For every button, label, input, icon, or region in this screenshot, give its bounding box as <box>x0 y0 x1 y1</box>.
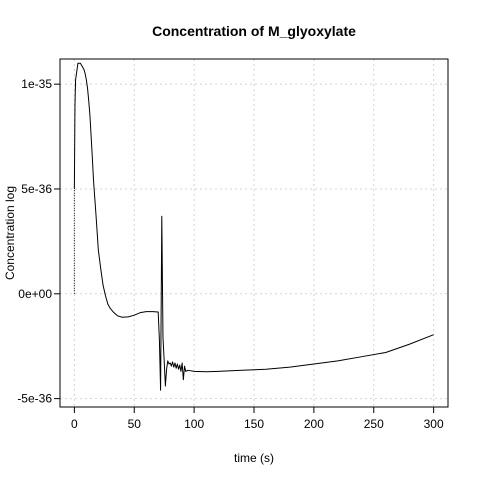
series-layer <box>73 62 434 391</box>
x-tick-label: 150 <box>244 417 264 431</box>
x-axis-label: time (s) <box>234 451 274 465</box>
x-tick-label: 0 <box>71 417 78 431</box>
series-line <box>73 62 434 391</box>
y-axis: -5e-36 0e+00 5e-36 1e-35 <box>17 77 60 406</box>
chart-title: Concentration of M_glyoxylate <box>152 23 356 39</box>
y-tick-label: 5e-36 <box>21 182 52 196</box>
x-tick-label: 200 <box>304 417 324 431</box>
x-tick-label: 250 <box>364 417 384 431</box>
x-axis: 0 50 100 150 200 250 300 <box>71 407 444 431</box>
x-tick-label: 100 <box>184 417 204 431</box>
y-tick-label: 1e-35 <box>21 77 52 91</box>
x-tick-label: 300 <box>424 417 444 431</box>
y-tick-label: 0e+00 <box>18 287 52 301</box>
x-tick-label: 50 <box>128 417 142 431</box>
grid <box>60 59 448 407</box>
y-axis-label: Concentration log <box>3 186 17 280</box>
y-tick-label: -5e-36 <box>17 392 52 406</box>
